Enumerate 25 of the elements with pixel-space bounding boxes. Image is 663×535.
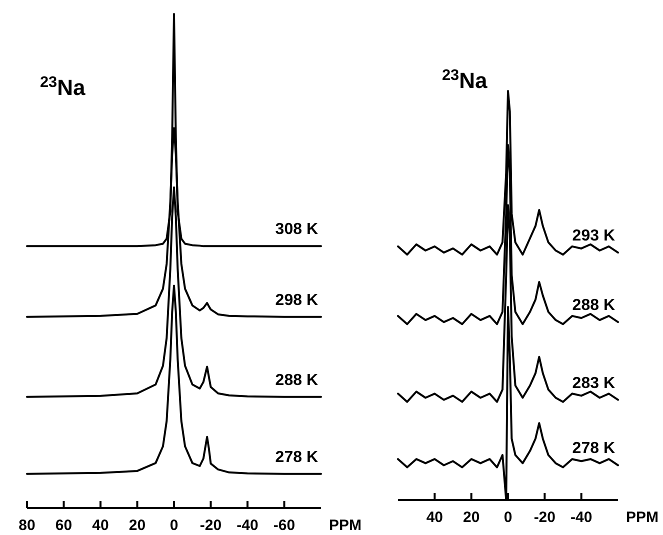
x-tick-label: 60 — [55, 517, 72, 534]
series-label: 288 K — [275, 372, 318, 389]
x-tick-label: 40 — [426, 509, 444, 526]
x-tick-label: 20 — [128, 517, 146, 534]
series-label: 308 K — [275, 221, 318, 238]
x-tick-label: -60 — [273, 517, 296, 534]
x-tick-label: 20 — [462, 509, 480, 526]
x-tick-label: 40 — [92, 517, 109, 534]
x-axis-title: PPM — [626, 509, 659, 526]
series-label: 293 K — [572, 228, 616, 245]
chart-title: $^{23}$Na — [442, 66, 488, 93]
series-label: 278 K — [572, 440, 616, 458]
series-label: 298 K — [275, 292, 318, 309]
x-tick-label: 80 — [18, 517, 36, 534]
x-tick-label: 0 — [170, 517, 178, 534]
x-tick-label: 0 — [504, 509, 512, 526]
series-label: 283 K — [572, 374, 616, 392]
x-tick-label: -20 — [200, 517, 222, 534]
series-label: 288 K — [572, 297, 616, 314]
series-label: 278 K — [275, 448, 318, 466]
text: $^{23}$Na — [40, 74, 86, 100]
x-tick-label: -40 — [570, 509, 592, 526]
x-tick-label: -40 — [236, 517, 258, 534]
x-tick-label: -20 — [534, 509, 556, 526]
x-axis-title: PPM — [329, 517, 362, 534]
